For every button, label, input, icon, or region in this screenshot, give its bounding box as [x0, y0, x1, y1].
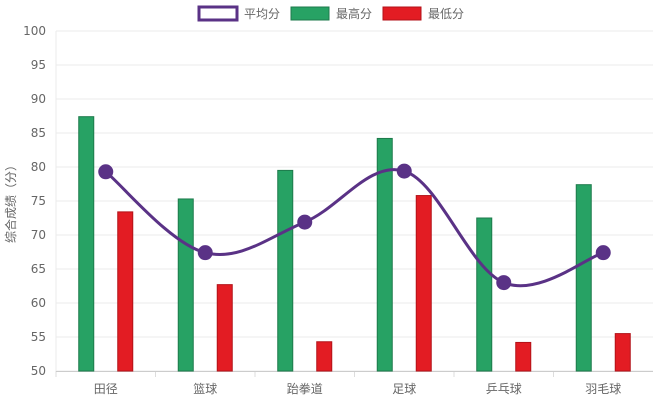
legend-item-min[interactable]: 最低分: [382, 6, 464, 21]
line-layer: [98, 163, 611, 291]
legend-label-max: 最高分: [336, 6, 372, 21]
average-point[interactable]: [297, 214, 313, 230]
bar-max[interactable]: [376, 137, 393, 372]
average-point[interactable]: [595, 245, 611, 261]
bars-layer: [78, 116, 631, 372]
y-tick-label: 55: [31, 330, 46, 344]
bar-min[interactable]: [117, 211, 134, 372]
legend-swatch-min: [382, 6, 422, 21]
grid-lines: [55, 30, 653, 372]
bar-min[interactable]: [515, 341, 532, 372]
y-tick-label: 85: [31, 126, 46, 140]
y-axis-ticks: 50 55 60 65 70 75 80 85 90 95 100: [23, 24, 46, 378]
y-tick-label: 90: [31, 92, 46, 106]
legend-item-max[interactable]: 最高分: [290, 6, 372, 21]
legend-item-average[interactable]: 平均分: [197, 5, 280, 22]
legend-swatch-average: [197, 5, 239, 22]
bar-max[interactable]: [476, 217, 493, 372]
x-tick-label: 足球: [392, 382, 416, 396]
bar-min[interactable]: [216, 284, 233, 372]
legend-swatch-max: [290, 6, 330, 21]
y-tick-label: 75: [31, 194, 46, 208]
y-tick-label: 50: [31, 364, 46, 378]
x-axis-ticks: 田径 篮球 跆拳道 足球 乒乓球 羽毛球: [55, 371, 621, 396]
average-point[interactable]: [396, 163, 412, 179]
x-tick-label: 羽毛球: [585, 382, 621, 396]
bar-max[interactable]: [277, 169, 294, 372]
bar-max[interactable]: [177, 198, 194, 372]
average-point[interactable]: [197, 245, 213, 261]
bar-min[interactable]: [415, 195, 432, 372]
x-tick-label: 跆拳道: [287, 381, 323, 396]
bar-min[interactable]: [614, 333, 631, 372]
x-tick-label: 乒乓球: [486, 382, 522, 396]
legend-label-min: 最低分: [428, 7, 464, 21]
bar-max[interactable]: [575, 184, 592, 372]
y-tick-label: 80: [31, 160, 46, 174]
average-point[interactable]: [98, 164, 114, 180]
y-axis-title: 综合成绩（分）: [3, 159, 18, 243]
average-point[interactable]: [496, 275, 512, 291]
y-tick-label: 100: [23, 24, 46, 38]
legend-label-average: 平均分: [244, 7, 280, 21]
x-tick-label: 篮球: [193, 381, 217, 396]
y-tick-label: 95: [31, 58, 46, 72]
legend: 平均分 最高分 最低分: [197, 5, 464, 22]
bar-min[interactable]: [316, 341, 333, 372]
y-tick-label: 60: [31, 296, 46, 310]
bar-max[interactable]: [78, 116, 95, 372]
x-tick-label: 田径: [94, 382, 118, 396]
y-tick-label: 65: [31, 262, 46, 276]
y-tick-label: 70: [31, 228, 46, 242]
